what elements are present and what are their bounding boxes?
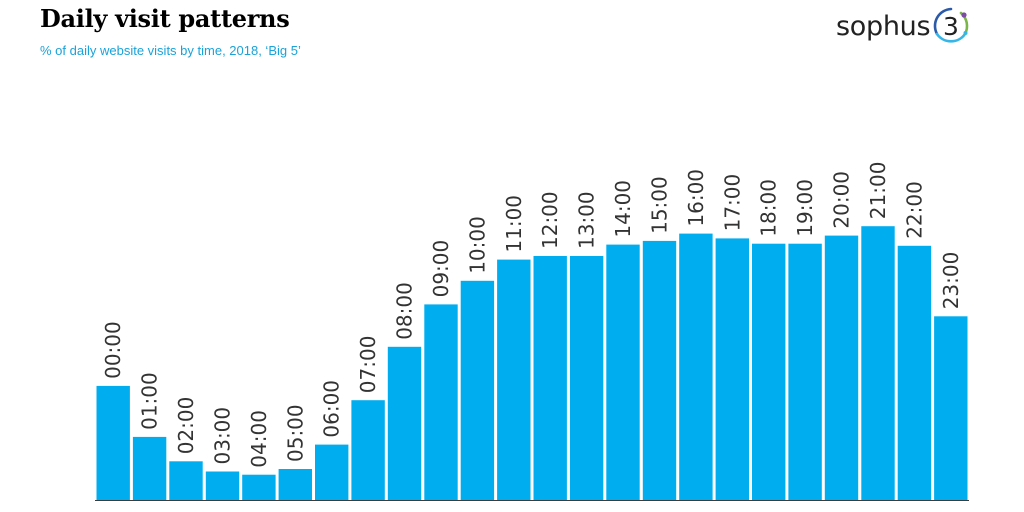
bar-1300 <box>569 256 604 500</box>
bar-label-0000: 00:00 <box>101 321 125 379</box>
bar-label-1500: 15:00 <box>648 176 672 234</box>
bar-0700 <box>351 400 385 500</box>
chart-title: Daily visit patterns <box>40 4 290 33</box>
bar-label-0800: 08:00 <box>393 282 417 340</box>
bar-label-1900: 19:00 <box>793 179 817 237</box>
bar-1600 <box>679 233 713 500</box>
bar-label-0500: 05:00 <box>283 404 307 462</box>
bar-label-0200: 02:00 <box>174 397 198 455</box>
bar-1500 <box>642 240 677 500</box>
bar-1100 <box>497 259 531 500</box>
logo-wordmark: sophus <box>836 10 931 42</box>
bar-label-1800: 18:00 <box>757 179 781 237</box>
logo-dot <box>963 31 968 35</box>
bar-0400 <box>242 474 276 500</box>
bar-0200 <box>169 461 203 500</box>
bar-label-0400: 04:00 <box>247 410 271 468</box>
bar-2300 <box>934 316 968 500</box>
bar-label-1200: 12:00 <box>538 191 562 249</box>
logo-ring-arc-dark <box>933 7 953 36</box>
bar-1200 <box>533 256 567 500</box>
bar-0500 <box>278 469 312 500</box>
bar-label-1100: 11:00 <box>502 195 526 253</box>
bar-0800 <box>387 346 422 500</box>
bar-label-0100: 01:00 <box>138 372 162 430</box>
bar-label-2100: 21:00 <box>866 162 890 220</box>
bar-label-2000: 20:00 <box>830 171 854 229</box>
bar-2200 <box>897 245 932 500</box>
bar-1700 <box>715 238 749 500</box>
bar-0300 <box>205 471 240 500</box>
bar-2100 <box>861 226 895 500</box>
bar-0100 <box>132 436 167 500</box>
bar-label-1600: 16:00 <box>684 169 708 227</box>
bar-label-1300: 13:00 <box>575 191 599 249</box>
bars-group <box>96 226 968 500</box>
bar-label-0300: 03:00 <box>211 407 235 465</box>
bar-label-0900: 09:00 <box>429 240 453 298</box>
chart-subtitle: % of daily website visits by time, 2018,… <box>40 43 301 58</box>
bar-1800 <box>752 243 786 500</box>
logo-dot <box>961 12 967 18</box>
bar-label-1700: 17:00 <box>720 174 744 232</box>
bar-1000 <box>460 280 495 500</box>
bar-1900 <box>788 243 822 500</box>
bar-2000 <box>824 235 859 500</box>
bar-label-0600: 06:00 <box>320 380 344 438</box>
logo-ring-icon: 3 <box>933 7 969 43</box>
bar-0600 <box>315 444 349 500</box>
logo-numeral: 3 <box>943 12 959 41</box>
bar-0000 <box>96 385 130 500</box>
bar-label-0700: 07:00 <box>356 336 380 394</box>
bar-label-1000: 10:00 <box>465 216 489 274</box>
bar-1400 <box>606 244 640 500</box>
bar-label-2300: 23:00 <box>939 252 963 310</box>
sophus3-logo: sophus 3 <box>836 4 971 48</box>
bar-label-2200: 22:00 <box>902 181 926 239</box>
logo-ring-arc-light <box>935 32 967 43</box>
bar-0900 <box>424 304 458 500</box>
bar-labels-group: 00:00 01:00 02:00 03:00 04:00 05:00 06:00 07:00… <box>101 162 963 468</box>
bar-label-1400: 14:00 <box>611 180 635 238</box>
